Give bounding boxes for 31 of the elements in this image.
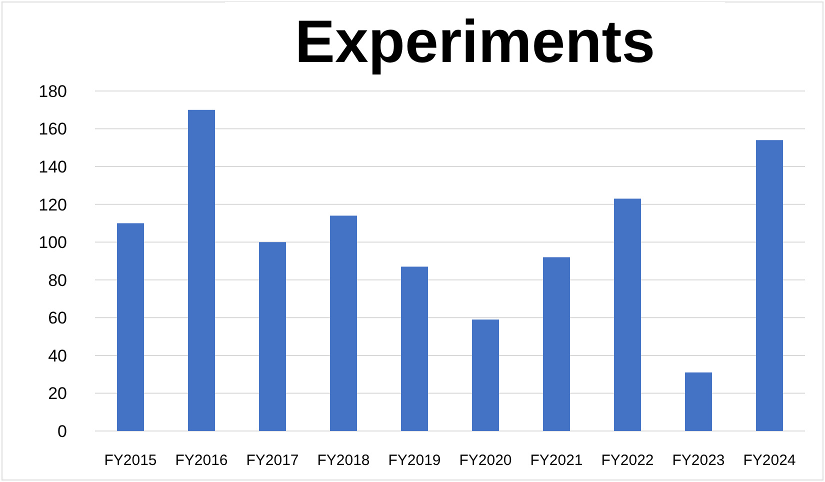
x-tick-label: FY2022 <box>601 452 654 469</box>
y-tick-label: 0 <box>58 422 67 441</box>
y-tick-label: 160 <box>38 120 67 139</box>
y-tick-label: 60 <box>48 308 67 328</box>
bar <box>188 110 215 431</box>
bar <box>756 140 783 431</box>
y-tick-label: 100 <box>38 233 67 252</box>
x-tick-label: FY2024 <box>743 452 796 469</box>
x-tick-label: FY2016 <box>175 452 228 469</box>
y-tick-label: 40 <box>48 346 67 366</box>
x-tick-label: FY2023 <box>672 452 725 469</box>
bar <box>117 223 144 431</box>
x-tick-label: FY2017 <box>246 452 299 469</box>
x-tick-label: FY2015 <box>104 452 157 469</box>
x-tick-label: FY2018 <box>317 452 370 469</box>
x-tick-label: FY2019 <box>388 452 441 469</box>
y-tick-label: 80 <box>48 270 67 290</box>
y-tick-label: 180 <box>38 82 67 101</box>
y-tick-label: 20 <box>48 384 67 404</box>
x-tick-label: FY2021 <box>530 452 583 469</box>
bar <box>543 257 570 431</box>
y-tick-label: 120 <box>38 195 67 214</box>
chart-title: Experiments <box>294 8 656 75</box>
x-tick-label: FY2020 <box>459 452 512 469</box>
bar <box>401 266 428 431</box>
bar <box>472 320 499 431</box>
bar <box>614 198 641 431</box>
y-tick-label: 140 <box>38 158 67 177</box>
bar <box>685 372 712 431</box>
bar <box>259 242 286 431</box>
bar <box>330 216 357 431</box>
